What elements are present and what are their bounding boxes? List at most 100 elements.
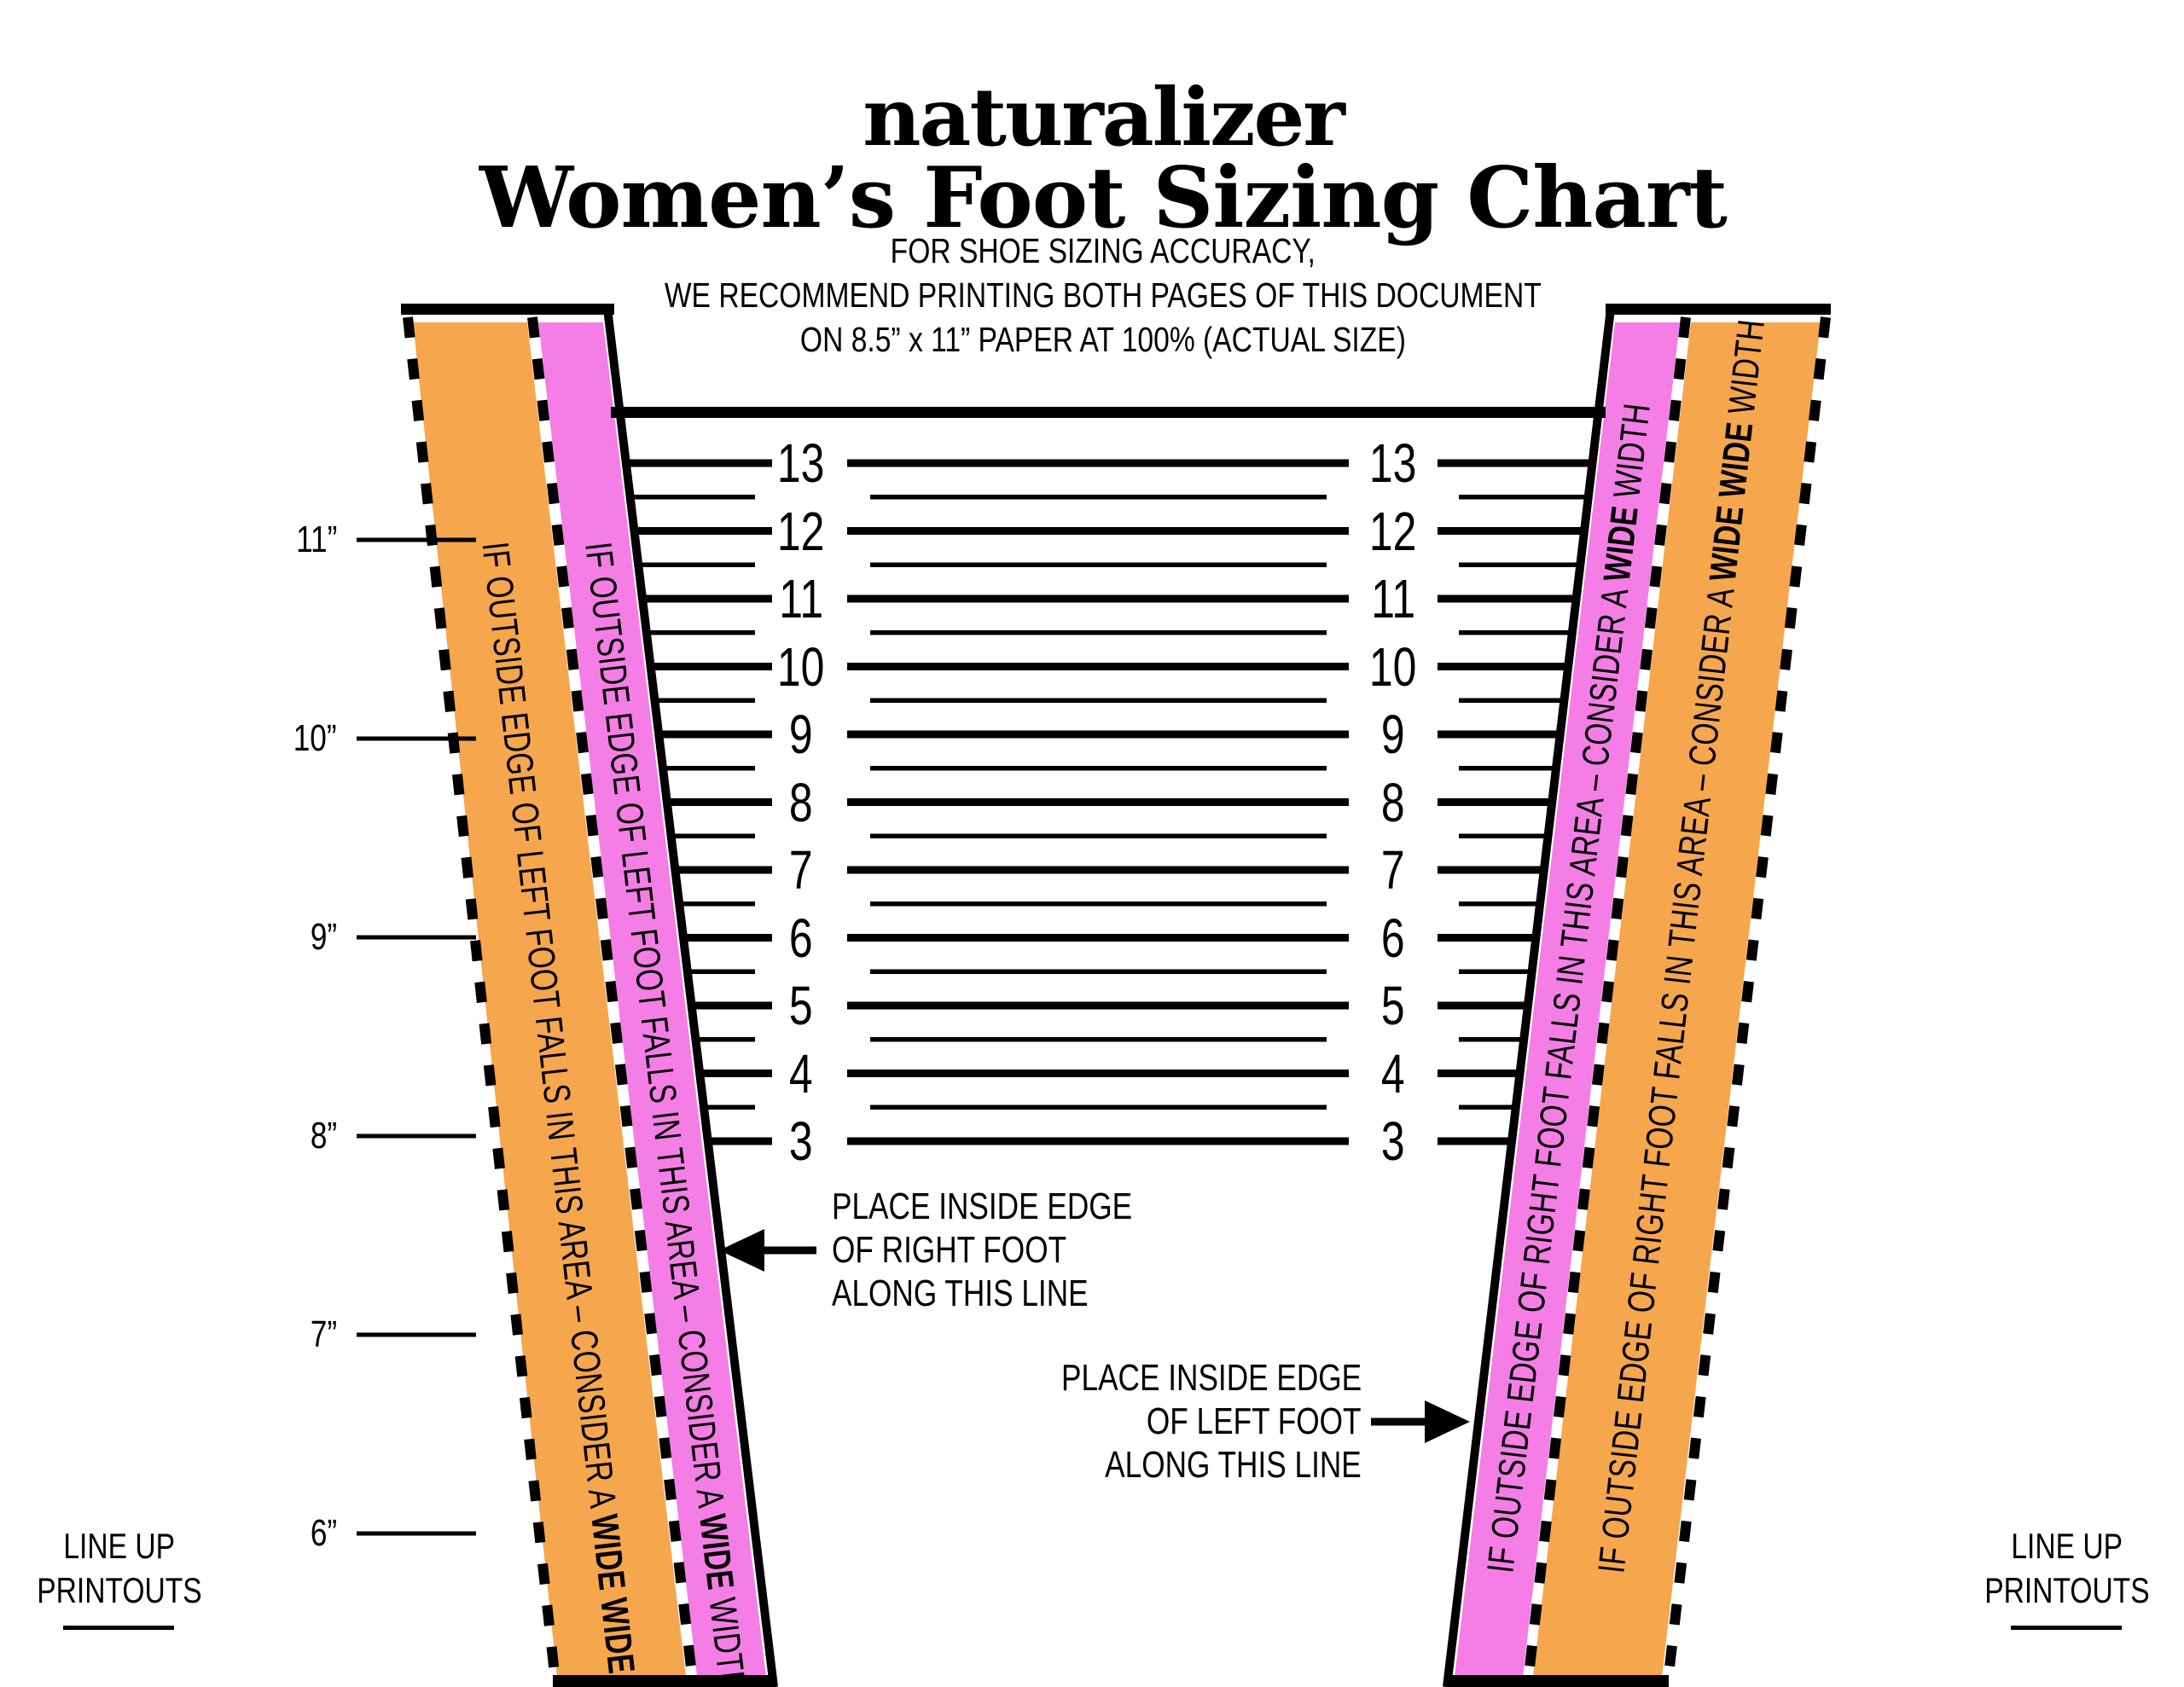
left-foot-note-line-3: ALONG THIS LINE xyxy=(850,1443,1362,1487)
right-foot-note-text-1: PLACE INSIDE EDGE xyxy=(832,1186,1133,1227)
line-up-right-text-2: PRINTOUTS xyxy=(1984,1570,2150,1610)
size-label-right-5: 5 xyxy=(1329,976,1457,1035)
inch-label-text: 6” xyxy=(310,1512,337,1554)
line-up-printouts-left-2: PRINTOUTS xyxy=(0,1569,256,1612)
size-label-left-10-text: 10 xyxy=(777,635,825,698)
inch-label-10in: 10” xyxy=(149,715,337,762)
size-label-right-13-text: 13 xyxy=(1369,432,1417,494)
size-label-right-8-text: 8 xyxy=(1381,771,1405,833)
inch-label-text: 10” xyxy=(293,717,337,759)
size-label-left-13-text: 13 xyxy=(777,432,825,494)
size-label-left-3-text: 3 xyxy=(789,1110,813,1172)
inch-label-6in: 6” xyxy=(149,1510,337,1557)
size-label-right-10-text: 10 xyxy=(1369,635,1417,698)
size-label-right-10: 10 xyxy=(1329,637,1457,697)
right-foot-note-line-2: OF RIGHT FOOT xyxy=(832,1228,1344,1272)
left-ruler-bottom-bar xyxy=(553,1675,776,1687)
right-ruler-bottom-bar xyxy=(1445,1675,1669,1687)
size-label-left-9: 9 xyxy=(737,704,865,764)
size-label-right-11: 11 xyxy=(1329,569,1457,629)
size-label-right-13: 13 xyxy=(1329,433,1457,493)
size-label-right-9: 9 xyxy=(1329,704,1457,764)
left-foot-note-text-2: OF LEFT FOOT xyxy=(1147,1400,1362,1442)
inch-label-7in: 7” xyxy=(149,1311,337,1359)
size-label-right-3-text: 3 xyxy=(1381,1110,1405,1172)
line-up-left-text-2: PRINTOUTS xyxy=(37,1570,202,1610)
inch-label-text: 8” xyxy=(310,1115,337,1157)
size-label-left-5-text: 5 xyxy=(789,975,813,1036)
right-ruler-outer-dashed-edge xyxy=(1663,316,1831,1683)
right-pink-text-bold: WIDE xyxy=(1595,503,1647,584)
subtitle-line-1: FOR SHOE SIZING ACCURACY, xyxy=(0,229,2184,273)
subtitle-line-3: ON 8.5” x 11” PAPER AT 100% (ACTUAL SIZE… xyxy=(0,317,2184,362)
right-foot-note-text-3: ALONG THIS LINE xyxy=(832,1272,1089,1314)
right-ruler-inner-solid-edge xyxy=(1443,308,1615,1687)
size-label-right-12: 12 xyxy=(1329,501,1457,561)
left-foot-note-line-1: PLACE INSIDE EDGE xyxy=(850,1356,1362,1400)
size-label-right-6: 6 xyxy=(1329,908,1457,968)
left-ruler-orange-band xyxy=(413,322,686,1677)
size-label-right-4-text: 4 xyxy=(1381,1042,1405,1104)
subtitle-line-2: WE RECOMMEND PRINTING BOTH PAGES OF THIS… xyxy=(0,273,2184,317)
line-up-printouts-right-1: LINE UP xyxy=(1931,1525,2184,1568)
subtitle-text-3: ON 8.5” x 11” PAPER AT 100% (ACTUAL SIZE… xyxy=(800,320,1406,359)
right-foot-note-text-2: OF RIGHT FOOT xyxy=(832,1229,1067,1271)
inch-label-text: 9” xyxy=(310,916,337,958)
left-ruler-pink-band xyxy=(538,322,766,1677)
inch-label-8in: 8” xyxy=(149,1112,337,1160)
size-label-right-11-text: 11 xyxy=(1371,568,1415,629)
left-foot-note-text-3: ALONG THIS LINE xyxy=(1105,1444,1362,1486)
size-label-left-8-text: 8 xyxy=(789,771,813,833)
inch-label-9in: 9” xyxy=(149,913,337,961)
size-label-left-13: 13 xyxy=(737,433,865,493)
subtitle-text-2: WE RECOMMEND PRINTING BOTH PAGES OF THIS… xyxy=(665,275,1542,315)
right-ruler-top-bar xyxy=(1606,304,1831,315)
size-label-right-6-text: 6 xyxy=(1381,907,1405,969)
right-foot-note-line-3: ALONG THIS LINE xyxy=(832,1272,1344,1316)
size-label-right-8: 8 xyxy=(1329,773,1457,832)
size-label-left-9-text: 9 xyxy=(789,704,813,765)
inch-label-text: 11” xyxy=(295,519,337,560)
right-ruler-pink-band xyxy=(1455,322,1680,1677)
line-up-right-text-1: LINE UP xyxy=(2011,1526,2123,1566)
inch-label-11in: 11” xyxy=(149,516,337,564)
left-ruler-top-bar xyxy=(401,304,614,315)
size-label-left-4: 4 xyxy=(737,1044,865,1104)
size-label-right-5-text: 5 xyxy=(1381,975,1405,1036)
size-label-right-4: 4 xyxy=(1329,1044,1457,1104)
size-label-right-12-text: 12 xyxy=(1369,500,1417,562)
size-label-left-8: 8 xyxy=(737,773,865,832)
line-up-printouts-right-2: PRINTOUTS xyxy=(1931,1569,2184,1612)
line-up-rule-left xyxy=(63,1626,174,1630)
size-label-right-3: 3 xyxy=(1329,1111,1457,1171)
center-top-bar xyxy=(611,407,1606,418)
right-foot-arrow-head xyxy=(719,1229,764,1272)
left-pink-text-bold: WIDE xyxy=(691,1511,742,1592)
brand-logo: naturalizer xyxy=(863,71,1345,165)
right-ruler-orange-band xyxy=(1533,322,1821,1677)
page-title: Women’s Foot Sizing Chart xyxy=(479,149,1728,247)
size-label-right-7: 7 xyxy=(1329,840,1457,900)
size-label-left-6-text: 6 xyxy=(789,907,813,969)
size-label-left-7: 7 xyxy=(737,840,865,900)
size-label-left-4-text: 4 xyxy=(789,1042,813,1104)
size-label-left-12: 12 xyxy=(737,501,865,561)
line-up-printouts-left-1: LINE UP xyxy=(0,1525,256,1568)
line-up-left-text-1: LINE UP xyxy=(63,1526,176,1566)
left-foot-note-text-1: PLACE INSIDE EDGE xyxy=(1060,1357,1362,1399)
left-foot-arrow-head xyxy=(1425,1400,1470,1443)
left-ruler-inner-solid-edge xyxy=(603,308,778,1687)
size-tick-lines xyxy=(357,459,1593,1536)
right-ruler-band-divider-dashed xyxy=(1523,316,1691,1683)
size-label-left-5: 5 xyxy=(737,976,865,1035)
right-foot-note-line-1: PLACE INSIDE EDGE xyxy=(832,1185,1344,1229)
left-ruler-outer-dashed-edge xyxy=(403,316,561,1683)
size-label-left-10: 10 xyxy=(737,637,865,697)
size-label-left-7-text: 7 xyxy=(789,839,813,901)
size-label-right-9-text: 9 xyxy=(1381,704,1405,765)
size-label-left-11: 11 xyxy=(737,569,865,629)
inch-label-text: 7” xyxy=(310,1313,337,1355)
size-label-left-12-text: 12 xyxy=(777,500,825,562)
